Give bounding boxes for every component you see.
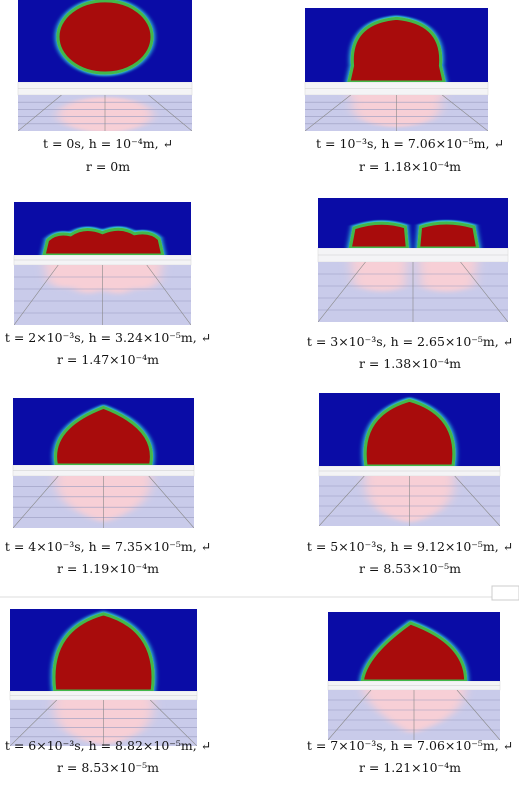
caption-line: r = 1.19×10⁻⁴m: [57, 561, 159, 576]
simulation-figure: t = 6×10⁻³s, h = 8.82×10⁻⁵m, ↵ r = 8.53×1…: [5, 609, 211, 775]
reflection-area: [328, 687, 500, 740]
scroll-box: [492, 586, 519, 600]
blob-core: [58, 1, 152, 73]
caption-line: t = 0s, h = 10⁻⁴m, ↵: [43, 136, 173, 151]
caption-line: t = 5×10⁻³s, h = 9.12×10⁻⁵m, ↵: [307, 539, 513, 554]
reflection-area: [305, 93, 488, 131]
field-area: [319, 393, 500, 466]
reflection-area: [18, 95, 192, 132]
caption-line: t = 4×10⁻³s, h = 7.35×10⁻⁵m, ↵: [5, 539, 211, 554]
blob-core: [44, 229, 163, 255]
caption-line: r = 1.47×10⁻⁴m: [57, 352, 159, 367]
caption-line: t = 10⁻³s, h = 7.06×10⁻⁵m, ↵: [316, 136, 504, 151]
caption-line: r = 1.18×10⁻⁴m: [359, 159, 461, 174]
field-area: [13, 398, 194, 465]
simulation-figure: t = 3×10⁻³s, h = 2.65×10⁻⁵m, ↵ r = 1.38×1…: [307, 198, 513, 371]
field-area: [10, 609, 197, 691]
simulation-figure: t = 7×10⁻³s, h = 7.06×10⁻⁵m, ↵ r = 1.21×1…: [307, 612, 513, 775]
field-area: [328, 612, 500, 681]
caption-line: t = 6×10⁻³s, h = 8.82×10⁻⁵m, ↵: [5, 738, 211, 753]
field-area: [14, 202, 191, 255]
caption-line: t = 2×10⁻³s, h = 3.24×10⁻⁵m, ↵: [5, 330, 211, 345]
field-area: [318, 198, 508, 248]
caption-line: t = 7×10⁻³s, h = 7.06×10⁻⁵m, ↵: [307, 738, 513, 753]
caption-line: r = 1.38×10⁻⁴m: [359, 356, 461, 371]
reflection-area: [318, 258, 508, 322]
caption-line: r = 8.53×10⁻⁵m: [57, 760, 159, 775]
caption-line: r = 8.53×10⁻⁵m: [359, 561, 461, 576]
field-bg: [318, 198, 508, 248]
reflection-area: [13, 473, 194, 528]
reflection-area: [14, 261, 191, 325]
field-area: [18, 0, 192, 82]
document: t = 0s, h = 10⁻⁴m, ↵ r = 0m t = 10⁻³s, h =…: [0, 0, 519, 789]
caption-line: r = 0m: [86, 159, 130, 174]
simulation-figure: t = 4×10⁻³s, h = 7.35×10⁻⁵m, ↵ r = 1.19×1…: [5, 398, 211, 576]
simulation-figure: t = 2×10⁻³s, h = 3.24×10⁻⁵m, ↵ r = 1.47×1…: [5, 202, 211, 367]
field-area: [305, 8, 488, 82]
simulation-figure: t = 0s, h = 10⁻⁴m, ↵ r = 0m: [18, 0, 192, 174]
simulation-figure: t = 5×10⁻³s, h = 9.12×10⁻⁵m, ↵ r = 8.53×1…: [307, 393, 513, 576]
reflection-area: [319, 473, 500, 526]
caption-line: r = 1.21×10⁻⁴m: [359, 760, 461, 775]
caption-line: t = 3×10⁻³s, h = 2.65×10⁻⁵m, ↵: [307, 334, 513, 349]
simulation-figure: t = 10⁻³s, h = 7.06×10⁻⁵m, ↵ r = 1.18×10⁻…: [305, 8, 504, 174]
